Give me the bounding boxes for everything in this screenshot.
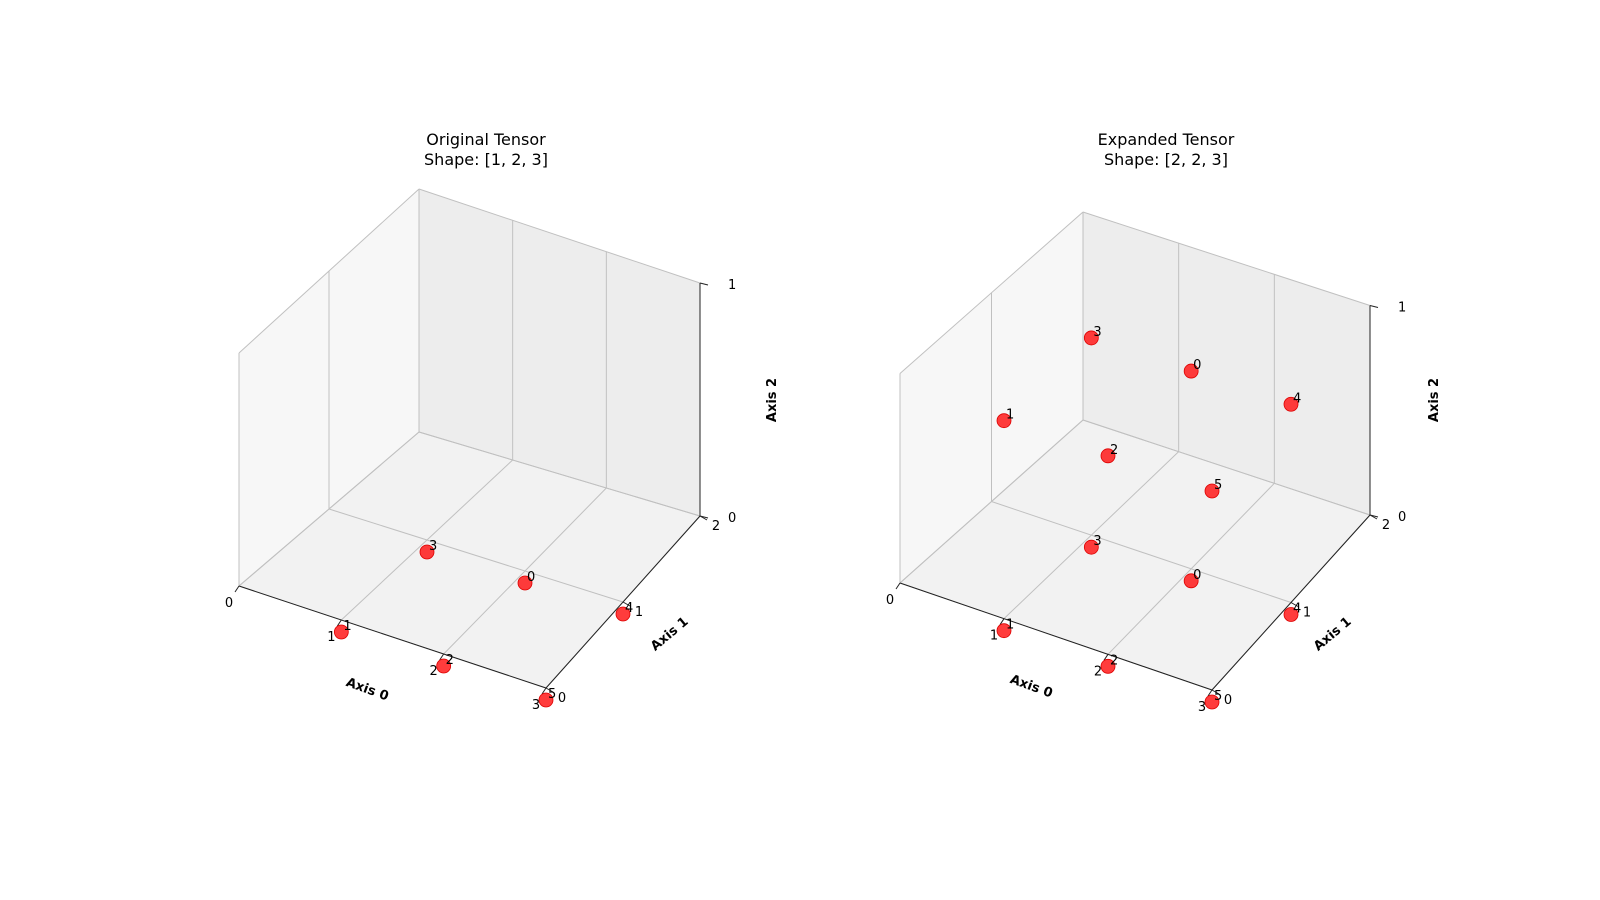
z-axis-label: Axis 2 [1427, 378, 1442, 422]
grid-line [1082, 419, 1371, 516]
x-tick [439, 653, 445, 661]
z-tick-label: 1 [1398, 301, 1406, 316]
data-point [1183, 573, 1199, 589]
data-point-label: 5 [1214, 478, 1222, 493]
y-tick-label: 1 [635, 605, 643, 620]
x-axis-label: Axis 0 [344, 675, 391, 704]
grid-line [899, 211, 1084, 374]
data-point [1100, 658, 1116, 674]
data-point [1083, 539, 1099, 555]
z-tick [1369, 514, 1379, 518]
grid-line [991, 501, 1292, 603]
data-point [1204, 483, 1220, 499]
data-point-label: 5 [548, 687, 556, 702]
data-point-label: 3 [429, 539, 437, 554]
z-axis-label: Axis 2 [765, 378, 780, 422]
back-pane [1083, 212, 1370, 515]
y-tick [622, 601, 631, 607]
data-point [538, 692, 554, 708]
data-point-label: 3 [1093, 325, 1101, 340]
grid-line [1082, 211, 1371, 306]
grid-line [418, 188, 701, 284]
x-tick-label: 1 [327, 630, 335, 645]
data-point [996, 413, 1012, 429]
data-point-label: 2 [446, 653, 454, 668]
data-point-label: 0 [1193, 568, 1201, 583]
z-tick-label: 0 [728, 511, 736, 526]
x-tick [895, 582, 901, 590]
original-tensor-title: Original Tensor [426, 130, 546, 149]
x-tick [999, 618, 1005, 625]
y-tick-label: 1 [1303, 606, 1311, 621]
data-point [615, 606, 631, 622]
data-point [419, 544, 435, 560]
x-tick-label: 0 [225, 596, 233, 611]
data-point-label: 2 [1110, 653, 1118, 668]
data-point [1100, 448, 1116, 464]
y-tick-label: 0 [558, 691, 566, 706]
data-point-label: 1 [1006, 408, 1014, 423]
expanded-tensor-title: Expanded Tensor [1098, 130, 1235, 149]
grid-line [899, 419, 1084, 584]
data-point [1204, 694, 1220, 710]
z-tick-label: 1 [728, 278, 736, 293]
expanded-tensor-shape: Shape: [2, 2, 3] [1104, 150, 1228, 169]
data-point-label: 1 [343, 619, 351, 634]
x-tick-label: 2 [1094, 664, 1102, 679]
back-pane [419, 189, 700, 516]
data-point [333, 624, 349, 640]
expanded-tensor-plot: Expanded Tensor Shape: [2, 2, 3] 0 1 2 3 0 1 2… [886, 130, 1442, 715]
y-tick-label: 2 [1382, 518, 1390, 533]
original-tensor-plot: Original Tensor Shape: [1, 2, 3] 0 1 2 3 0 1 2… [225, 130, 780, 713]
z-tick [699, 282, 709, 286]
z-tick [1369, 305, 1379, 308]
data-point [996, 623, 1012, 639]
y-tick-label: 2 [712, 519, 720, 534]
data-point [1283, 396, 1299, 412]
y-tick [545, 687, 554, 693]
data-point-label: 4 [1293, 391, 1301, 406]
data-point-label: 4 [1293, 602, 1301, 617]
y-tick [1290, 602, 1299, 607]
data-point [1283, 607, 1299, 622]
x-tick-label: 2 [430, 664, 438, 679]
x-tick [541, 687, 547, 695]
grid-line [238, 188, 420, 354]
data-point-label: 4 [625, 601, 633, 616]
x-axis-label: Axis 0 [1008, 672, 1055, 701]
x-tick [1103, 654, 1109, 661]
x-tick [1207, 689, 1213, 697]
x-tick [336, 619, 342, 627]
y-tick-label: 0 [1224, 693, 1232, 708]
grid-line [328, 508, 624, 603]
data-point [436, 658, 452, 674]
x-tick-label: 3 [532, 698, 540, 713]
z-tick [699, 515, 709, 519]
grid-line [238, 431, 420, 587]
x-tick-label: 1 [990, 629, 998, 644]
data-point [517, 575, 533, 591]
y-axis-label: Axis 1 [1311, 614, 1355, 654]
grid-line [418, 431, 701, 517]
x-tick-label: 3 [1198, 700, 1206, 715]
data-point-label: 5 [1214, 689, 1222, 704]
x-tick [234, 585, 240, 593]
data-point-label: 0 [1193, 358, 1201, 373]
floor-pane [900, 420, 1370, 690]
data-point-label: 0 [527, 570, 535, 585]
original-tensor-shape: Shape: [1, 2, 3] [424, 150, 548, 169]
data-point-label: 1 [1006, 618, 1014, 633]
y-axis-label: Axis 1 [648, 614, 692, 654]
data-point-label: 3 [1093, 534, 1101, 549]
z-tick-label: 0 [1398, 510, 1406, 525]
data-point [1183, 363, 1199, 379]
data-point [1083, 330, 1099, 346]
y-tick [1211, 689, 1220, 695]
data-point-label: 2 [1110, 443, 1118, 458]
x-axis-line [238, 585, 547, 689]
x-axis-line [899, 582, 1213, 691]
x-tick-label: 0 [886, 593, 894, 608]
